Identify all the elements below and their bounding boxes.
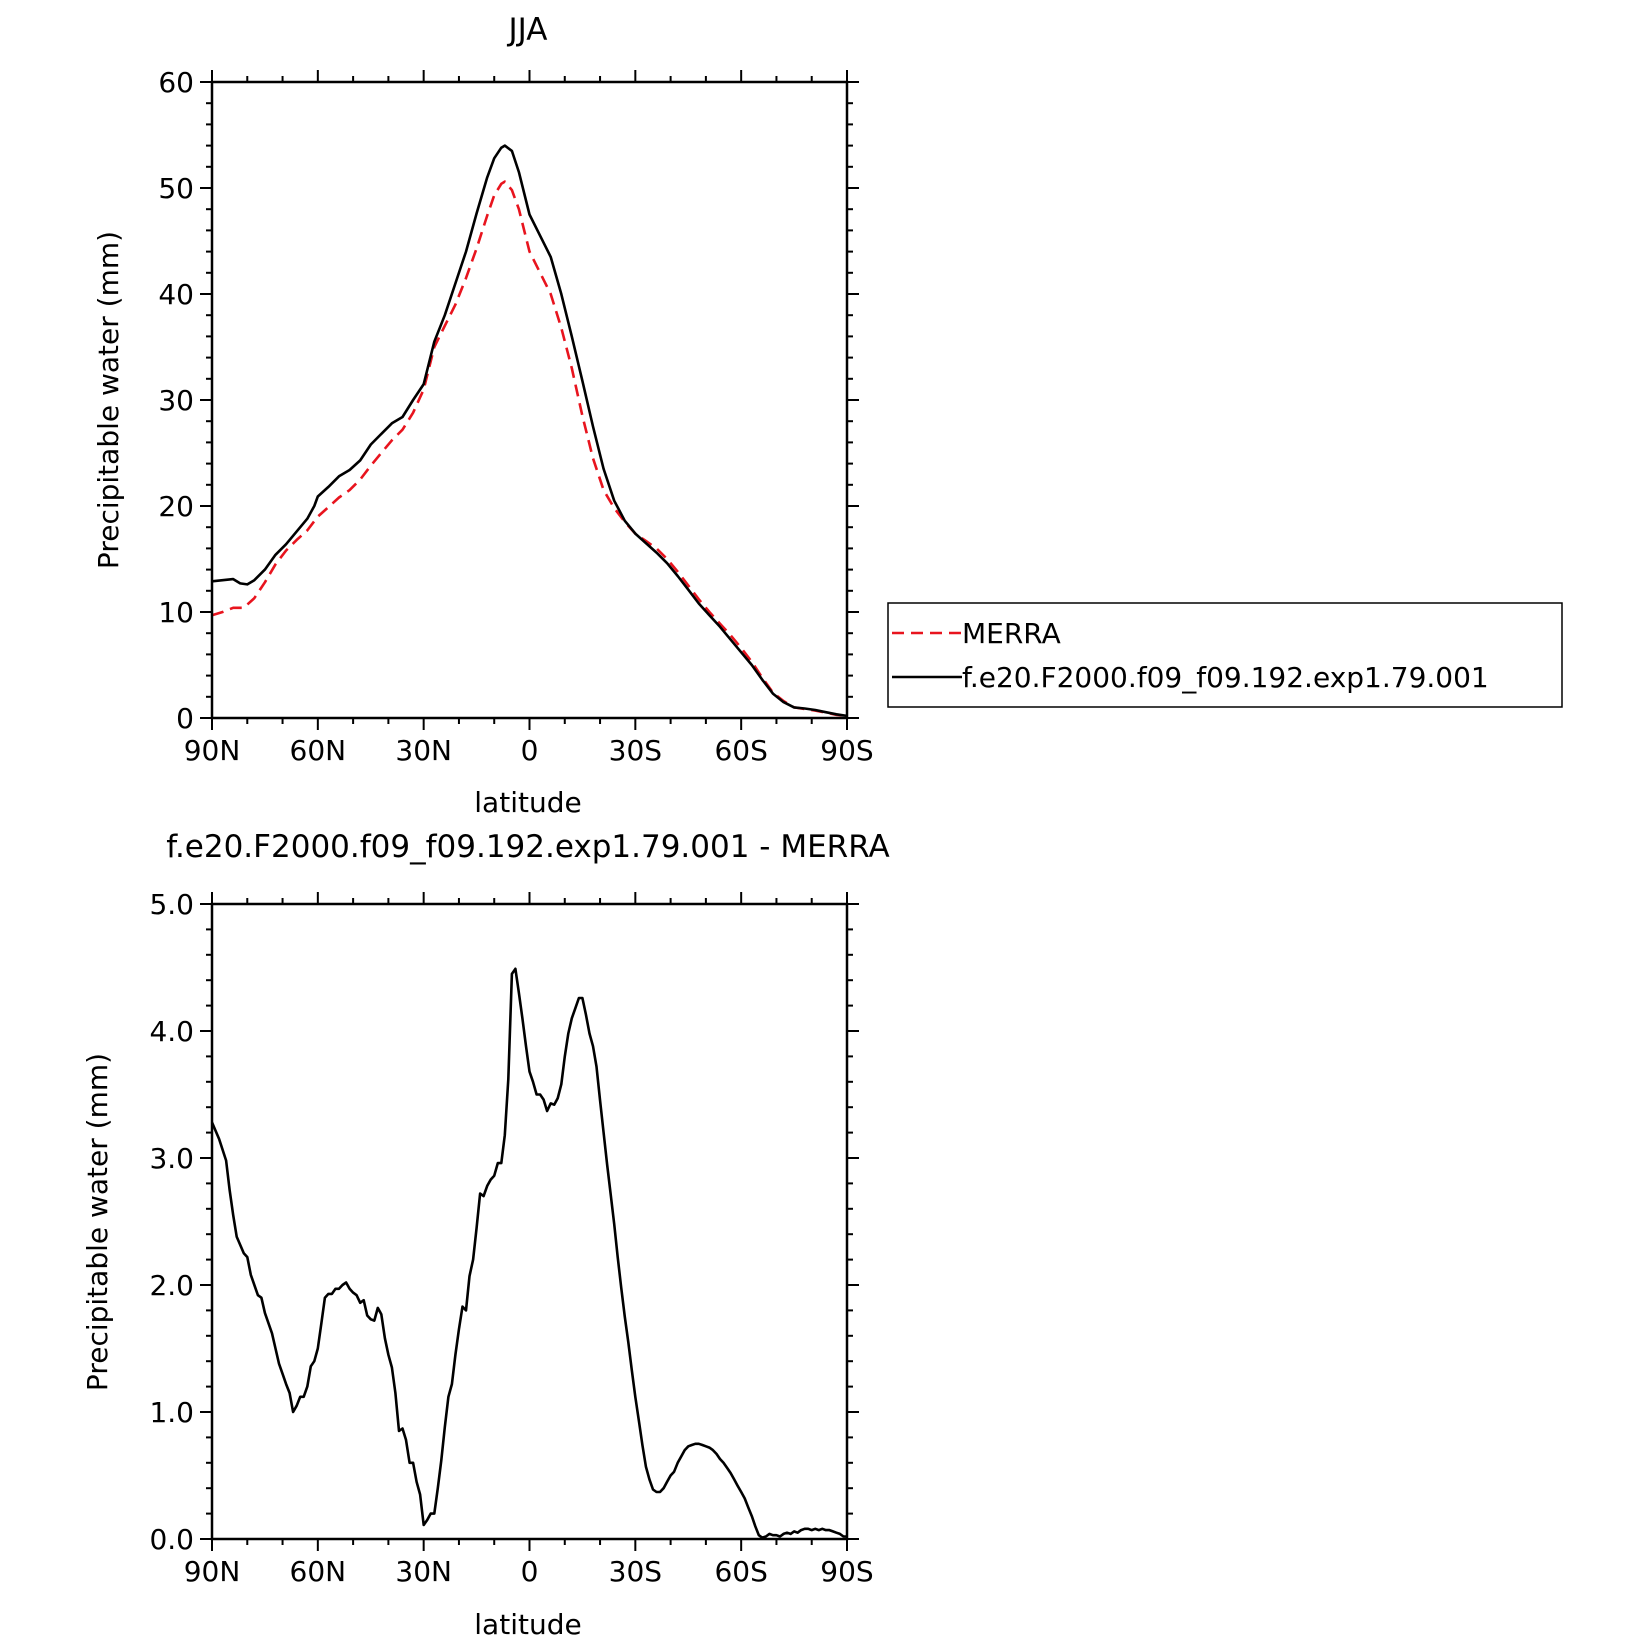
bottom-axis-ticks [200,892,859,1551]
series-line-1 [211,144,848,718]
x-tick-label: 60S [714,734,767,767]
bottom-y-axis-title: Precipitable water (mm) [81,1053,114,1391]
top-chart-title: JJA [507,12,548,48]
bottom-series [210,967,847,1539]
y-tick-label: 20 [158,490,194,523]
y-tick-label: 5.0 [149,888,194,921]
x-tick-label: 30S [609,734,662,767]
bottom-tick-labels: 90N 60N 30N 0 30S 60S 90S 0.0 1.0 2.0 3.0 4.0 5.0 [149,888,873,1588]
y-tick-label: 0.0 [149,1523,194,1556]
x-tick-label: 60N [290,1555,347,1588]
legend-label-model: f.e20.F2000.f09_f09.192.exp1.79.001 [962,661,1489,694]
top-tick-labels: 90N 60N 30N 0 30S 60S 90S 0 10 20 30 40 50 60 [158,66,873,767]
x-tick-label: 30S [609,1555,662,1588]
x-tick-label: 90S [820,734,873,767]
x-tick-label: 90N [184,1555,241,1588]
legend-label-merra: MERRA [962,617,1061,650]
series-line-0 [211,180,848,718]
x-tick-label: 30N [395,734,452,767]
x-tick-label: 90N [184,734,241,767]
top-panel: JJA Precipitable water (mm) latitude 90N… [92,12,874,819]
y-tick-label: 0 [176,702,194,735]
y-tick-label: 60 [158,66,194,99]
x-tick-label: 0 [521,734,539,767]
bottom-x-axis-title: latitude [474,1608,581,1641]
x-tick-label: 60S [714,1555,767,1588]
y-tick-label: 2.0 [149,1269,194,1302]
legend: MERRA f.e20.F2000.f09_f09.192.exp1.79.00… [887,602,1563,708]
x-tick-label: 90S [820,1555,873,1588]
y-tick-label: 50 [158,172,194,205]
x-tick-label: 60N [290,734,347,767]
legend-box [887,602,1563,708]
y-tick-label: 40 [158,278,194,311]
top-plot-frame [210,80,849,720]
x-tick-label: 0 [521,1555,539,1588]
bottom-panel: f.e20.F2000.f09_f09.192.exp1.79.001 - ME… [81,829,890,1641]
top-series [211,144,848,718]
top-x-axis-title: latitude [474,786,581,819]
y-tick-label: 30 [158,384,194,417]
top-y-axis-title: Precipitable water (mm) [92,231,125,569]
y-tick-label: 1.0 [149,1396,194,1429]
y-tick-label: 4.0 [149,1015,194,1048]
bottom-chart-title: f.e20.F2000.f09_f09.192.exp1.79.001 - ME… [166,829,889,865]
series-line-0 [210,967,847,1539]
top-axis-ticks [200,70,859,730]
bottom-plot-frame [210,902,849,1541]
x-tick-label: 30N [395,1555,452,1588]
y-tick-label: 3.0 [149,1142,194,1175]
y-tick-label: 10 [158,596,194,629]
